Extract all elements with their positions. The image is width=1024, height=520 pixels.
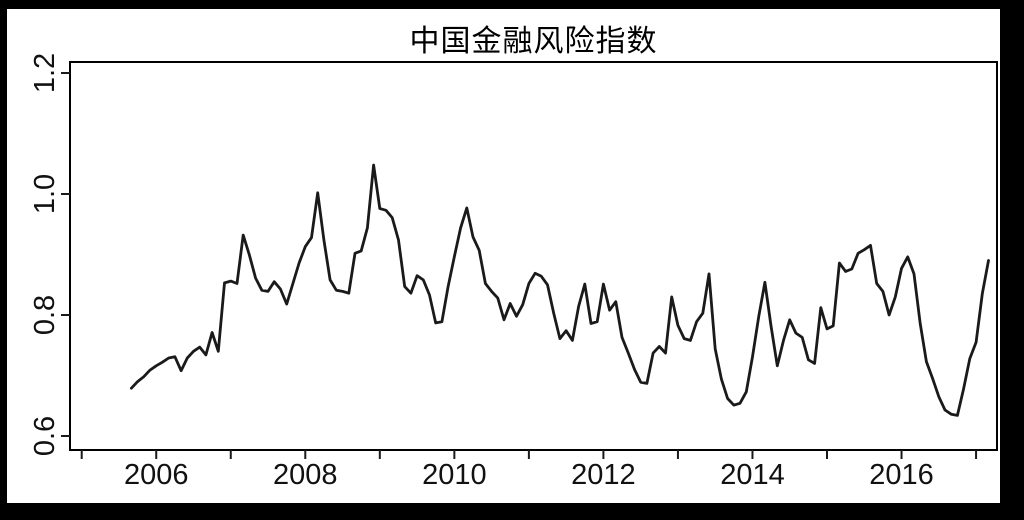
y-tick-label: 0.8 [29, 295, 61, 335]
x-tick-label: 2016 [869, 459, 934, 491]
y-tick-label: 1.0 [29, 174, 61, 214]
plot-frame [69, 61, 998, 451]
x-tick-label: 2006 [124, 459, 189, 491]
plot-area [7, 9, 1000, 503]
x-tick-label: 2014 [720, 459, 785, 491]
risk-index-line [129, 163, 990, 417]
y-tick-label: 0.6 [29, 416, 61, 456]
x-tick-label: 2012 [571, 459, 636, 491]
x-tick-label: 2008 [273, 459, 338, 491]
x-tick-label: 2010 [422, 459, 487, 491]
chart-title: 中国金融风险指数 [409, 25, 658, 58]
y-tick-label: 1.2 [29, 53, 61, 93]
